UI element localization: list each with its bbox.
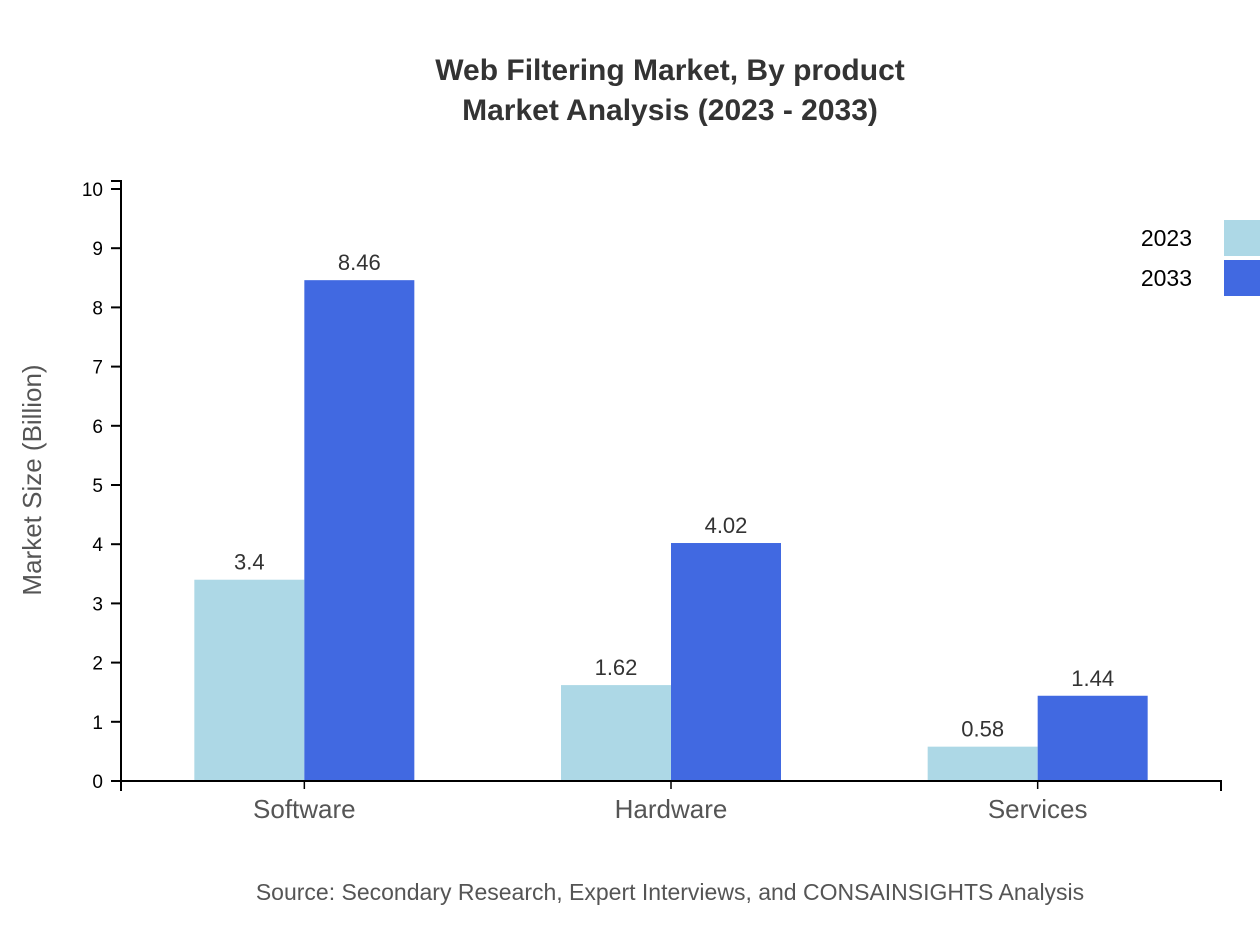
y-tick-label: 1 <box>92 713 103 734</box>
data-label: 1.62 <box>595 655 638 680</box>
y-tick-label: 4 <box>92 535 103 556</box>
data-label: 0.58 <box>961 717 1004 742</box>
x-tick-label: Hardware <box>615 794 728 824</box>
bar-hardware-2033 <box>671 543 781 781</box>
data-label: 4.02 <box>705 513 748 538</box>
legend-swatch <box>1224 260 1260 296</box>
chart-title-line-2: Market Analysis (2023 - 2033) <box>462 94 878 127</box>
bar-software-2033 <box>304 280 415 781</box>
y-tick-label: 8 <box>92 298 103 319</box>
y-tick-label: 7 <box>92 358 103 379</box>
y-tick-label: 10 <box>82 180 103 201</box>
y-tick-label: 5 <box>92 476 103 497</box>
x-tick-label: Services <box>988 794 1088 824</box>
legend-label: 2033 <box>1141 265 1192 291</box>
bar-services-2033 <box>1037 695 1148 781</box>
bar-services-2023 <box>927 746 1038 781</box>
y-tick-label: 3 <box>92 594 103 615</box>
data-label: 8.46 <box>338 250 381 275</box>
bar-software-2023 <box>194 579 305 781</box>
y-tick-label: 6 <box>92 417 103 438</box>
data-label: 3.4 <box>234 550 265 575</box>
y-tick-label: 2 <box>92 654 103 675</box>
y-axis <box>111 180 122 782</box>
source-note: Source: Secondary Research, Expert Inter… <box>256 879 1084 905</box>
chart-title-line-1: Web Filtering Market, By product <box>435 54 905 87</box>
bar-hardware-2023 <box>561 685 671 781</box>
legend-swatch <box>1224 220 1260 256</box>
y-tick-label: 9 <box>92 239 103 260</box>
x-tick-label: Software <box>253 794 356 824</box>
y-axis-label: Market Size (Billion) <box>17 364 47 595</box>
legend-label: 2023 <box>1141 225 1192 251</box>
x-axis <box>120 780 1222 791</box>
y-tick-label: 0 <box>92 772 103 793</box>
data-label: 1.44 <box>1071 666 1114 691</box>
